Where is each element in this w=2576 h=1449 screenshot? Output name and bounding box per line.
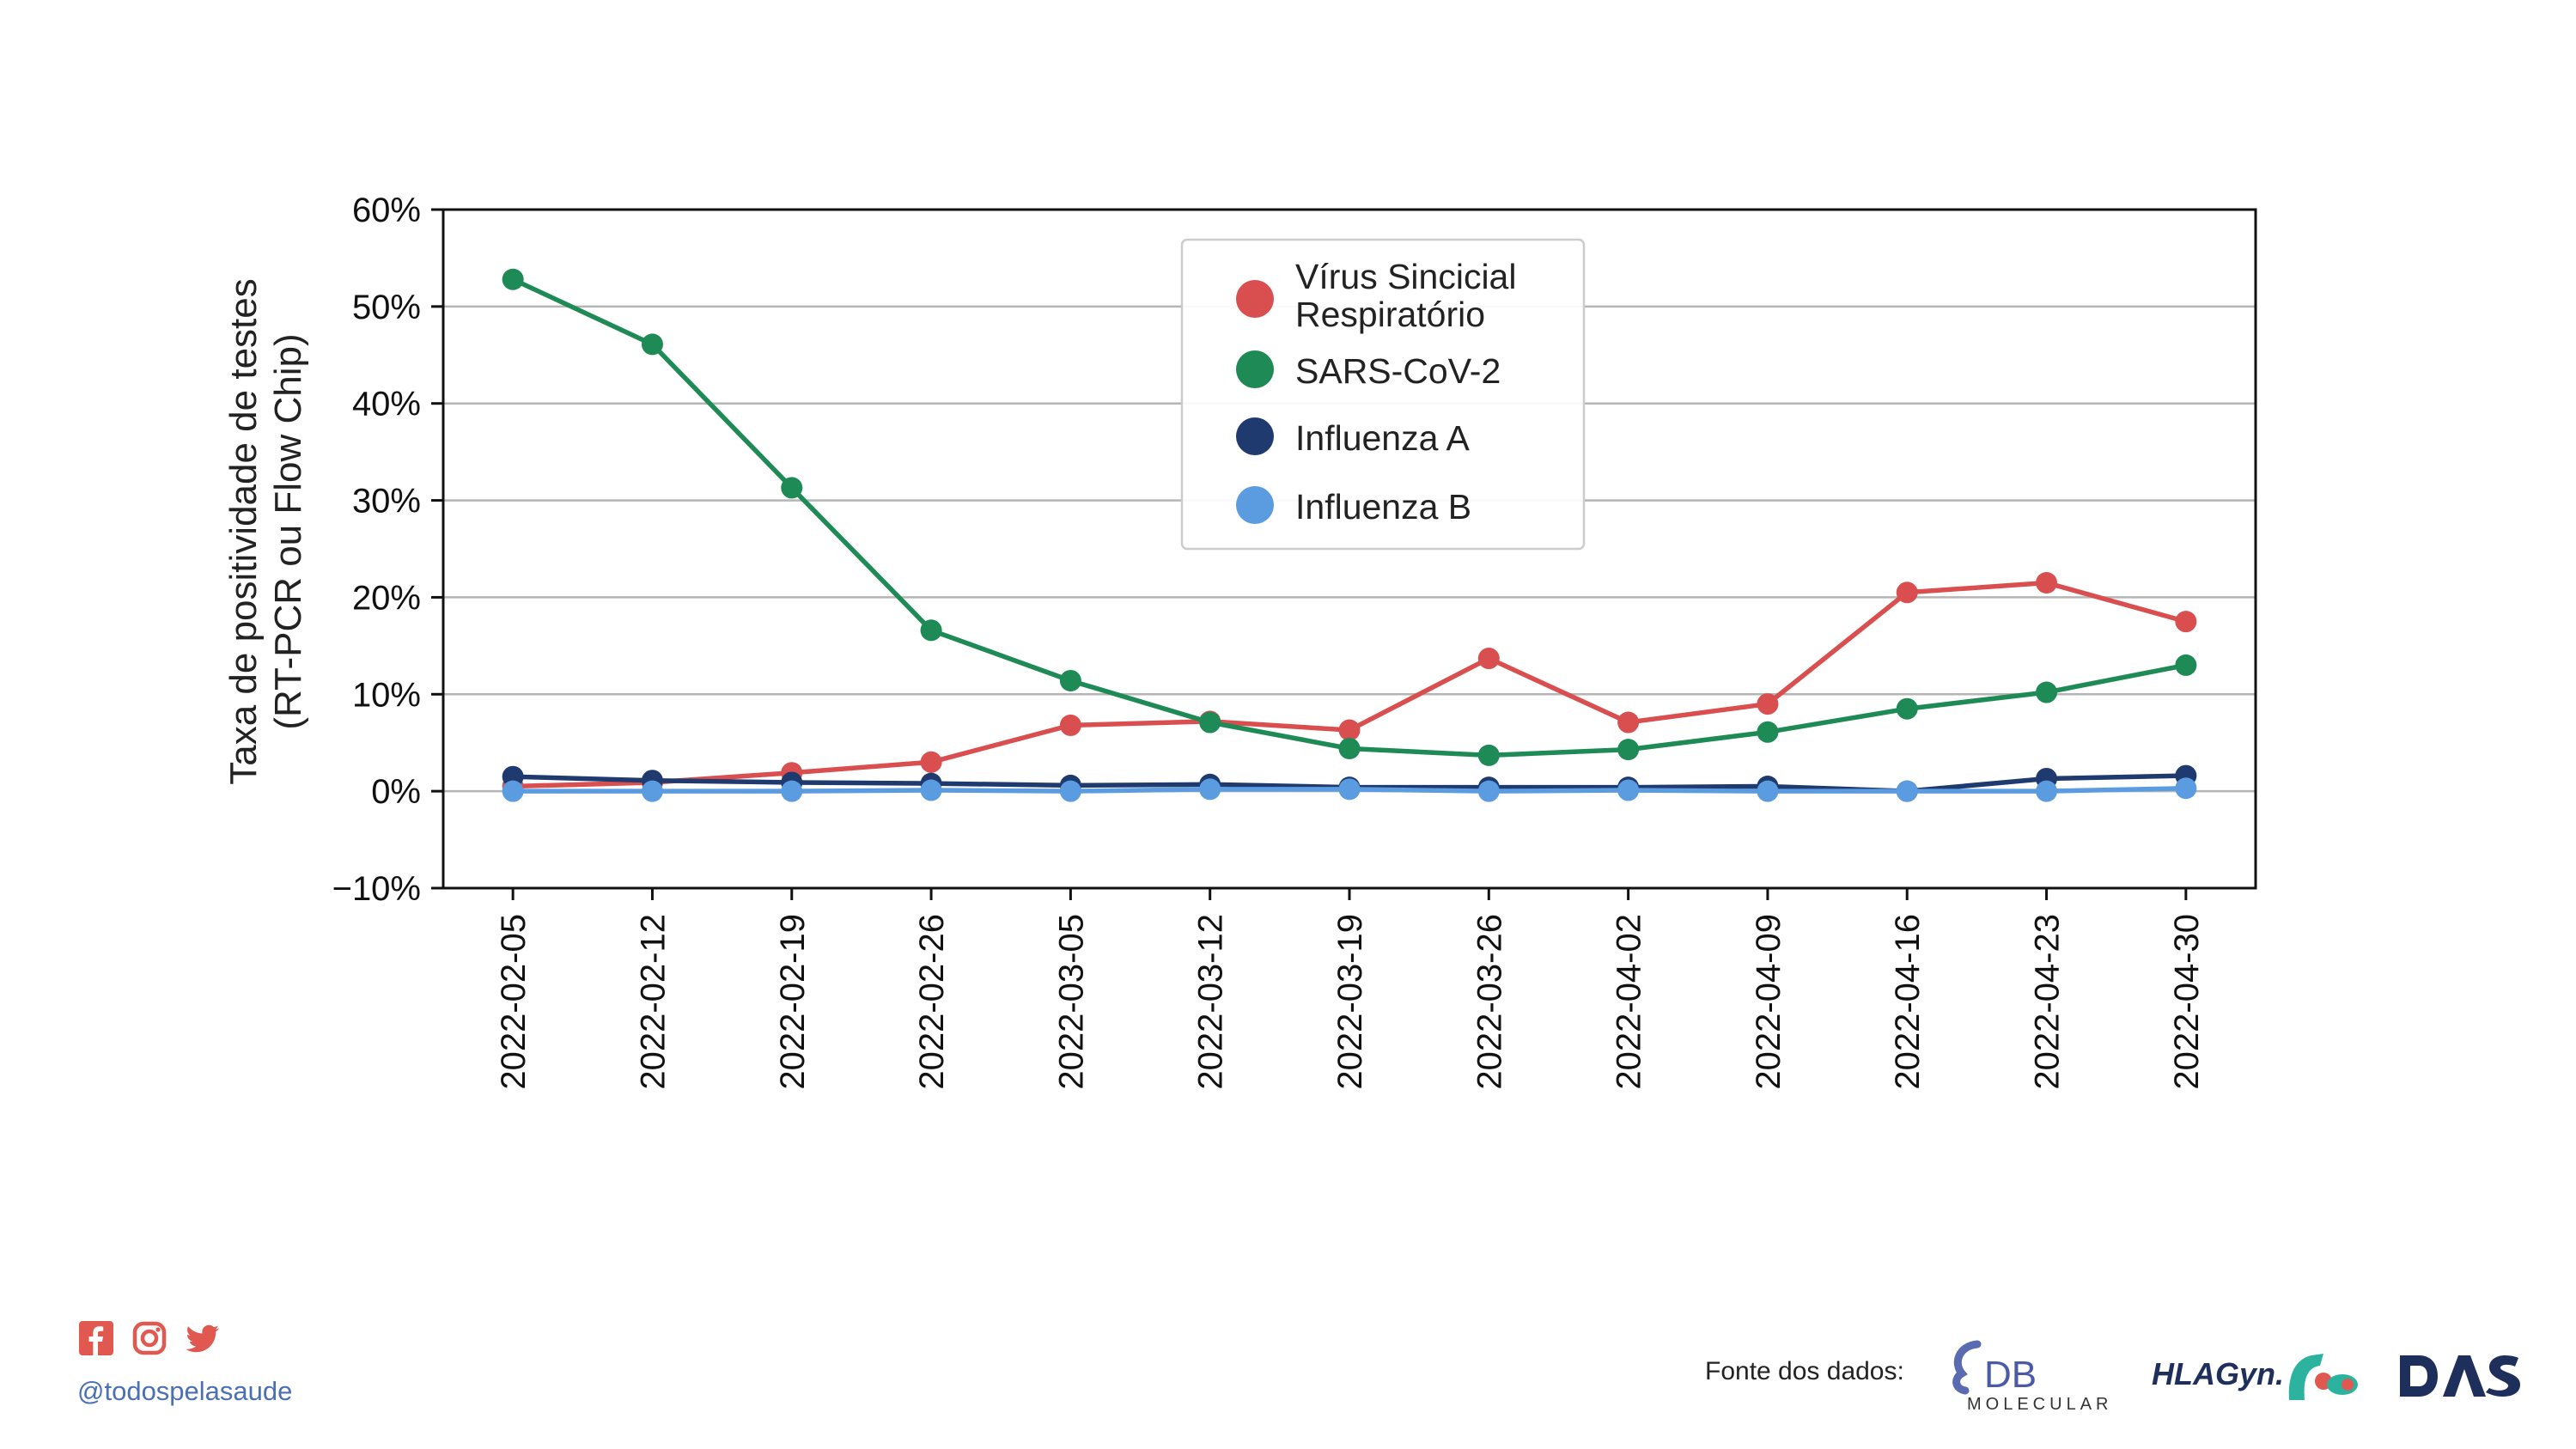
data-point [920,779,942,801]
data-point [1059,780,1081,802]
data-source-label: Fonte dos dados: [1705,1357,1904,1385]
x-tick-label: 2022-02-05 [495,914,533,1090]
x-axis: 2022-02-05 2022-02-12 2022-02-19 2022-02-26… [495,888,2206,1090]
y-tick-label: 0% [371,773,421,811]
hlagyn-logo-text: HLAGyn. [2152,1356,2284,1391]
hlagyn-logo: HLAGyn. [2152,1354,2358,1400]
y-axis-title-line2: (RT-PCR ou Flow Chip) [267,333,309,729]
data-point [1896,780,1918,802]
data-point [1199,778,1221,801]
db-logo-subtext: MOLECULAR [1967,1395,2112,1413]
y-tick-label: 10% [352,676,421,714]
x-tick-label: 2022-02-26 [913,914,951,1090]
legend-label: Influenza B [1295,487,1471,527]
x-tick-label: 2022-02-19 [774,914,812,1090]
data-point [502,780,524,802]
legend-label: Influenza A [1295,418,1471,458]
data-point [1617,711,1640,734]
series-layer [502,268,2197,802]
legend-item: SARS-CoV-2 [1236,350,1501,391]
legend-label: SARS-CoV-2 [1295,351,1501,391]
data-point [1757,721,1779,743]
social-handle[interactable]: @todospelasaude [77,1376,293,1406]
y-tick-label: −10% [332,870,421,908]
x-tick-label: 2022-04-23 [2029,914,2067,1090]
y-tick-label: 20% [352,579,421,617]
series-1 [502,572,2197,797]
data-point [1338,719,1361,741]
legend-marker [1236,350,1274,388]
data-point [1617,779,1640,801]
x-tick-label: 2022-04-16 [1889,914,1927,1090]
data-point [1059,714,1081,736]
social-icons [79,1321,220,1355]
x-tick-label: 2022-04-02 [1611,914,1648,1090]
legend-item: Influenza B [1236,486,1471,527]
x-tick-label: 2022-02-12 [634,914,672,1090]
data-point [1477,648,1500,670]
series-2 [502,268,2197,766]
y-tick-label: 30% [352,483,421,521]
data-point [781,477,803,499]
data-point [1199,711,1221,734]
facebook-icon[interactable] [79,1321,113,1355]
data-point [1338,737,1361,759]
data-point [1896,581,1918,604]
data-point [1338,778,1361,801]
x-tick-label: 2022-04-30 [2168,914,2206,1090]
twitter-icon[interactable] [186,1321,220,1355]
y-axis-title-line1: Taxa de positividade de testes [222,278,265,785]
y-axis: −10% 0% 10% 20% 30% 40% 50% 60% [332,192,443,908]
legend-item: Influenza A [1236,417,1471,458]
legend-label-line2: Respiratório [1295,295,1485,334]
x-tick-label: 2022-03-19 [1331,914,1369,1090]
data-point [1617,739,1640,761]
series-4 [502,777,2197,802]
instagram-icon[interactable] [132,1321,167,1355]
data-point [2036,681,2058,703]
data-point [641,333,663,356]
x-tick-label: 2022-03-12 [1192,914,1230,1090]
legend-marker [1236,486,1274,524]
y-tick-label: 50% [352,289,421,326]
data-point [1059,669,1081,691]
y-tick-label: 60% [352,192,421,229]
data-point [1477,780,1500,802]
legend-marker [1236,280,1274,318]
data-point [2175,777,2197,800]
data-point [920,619,942,642]
dasa-logo [2400,1355,2520,1397]
data-point [502,268,524,290]
data-point [641,780,663,802]
data-point [2036,572,2058,594]
x-tick-label: 2022-04-09 [1750,914,1787,1090]
legend-marker [1236,417,1274,455]
legend-frame [1180,238,1586,551]
data-point [1757,780,1779,802]
db-molecular-logo: DB MOLECULAR [1952,1340,2112,1413]
y-tick-label: 40% [352,386,421,423]
x-tick-label: 2022-03-05 [1052,914,1090,1090]
db-logo-text: DB [1984,1354,2037,1396]
data-point [920,751,942,773]
legend-label: Vírus Sincicial [1295,257,1516,296]
data-point [1477,744,1500,766]
data-point [2036,780,2058,802]
data-point [1896,697,1918,720]
x-tick-label: 2022-03-26 [1471,914,1508,1090]
data-point [1757,693,1779,715]
data-point [2175,611,2197,633]
data-point [781,780,803,802]
data-point [2175,654,2197,676]
